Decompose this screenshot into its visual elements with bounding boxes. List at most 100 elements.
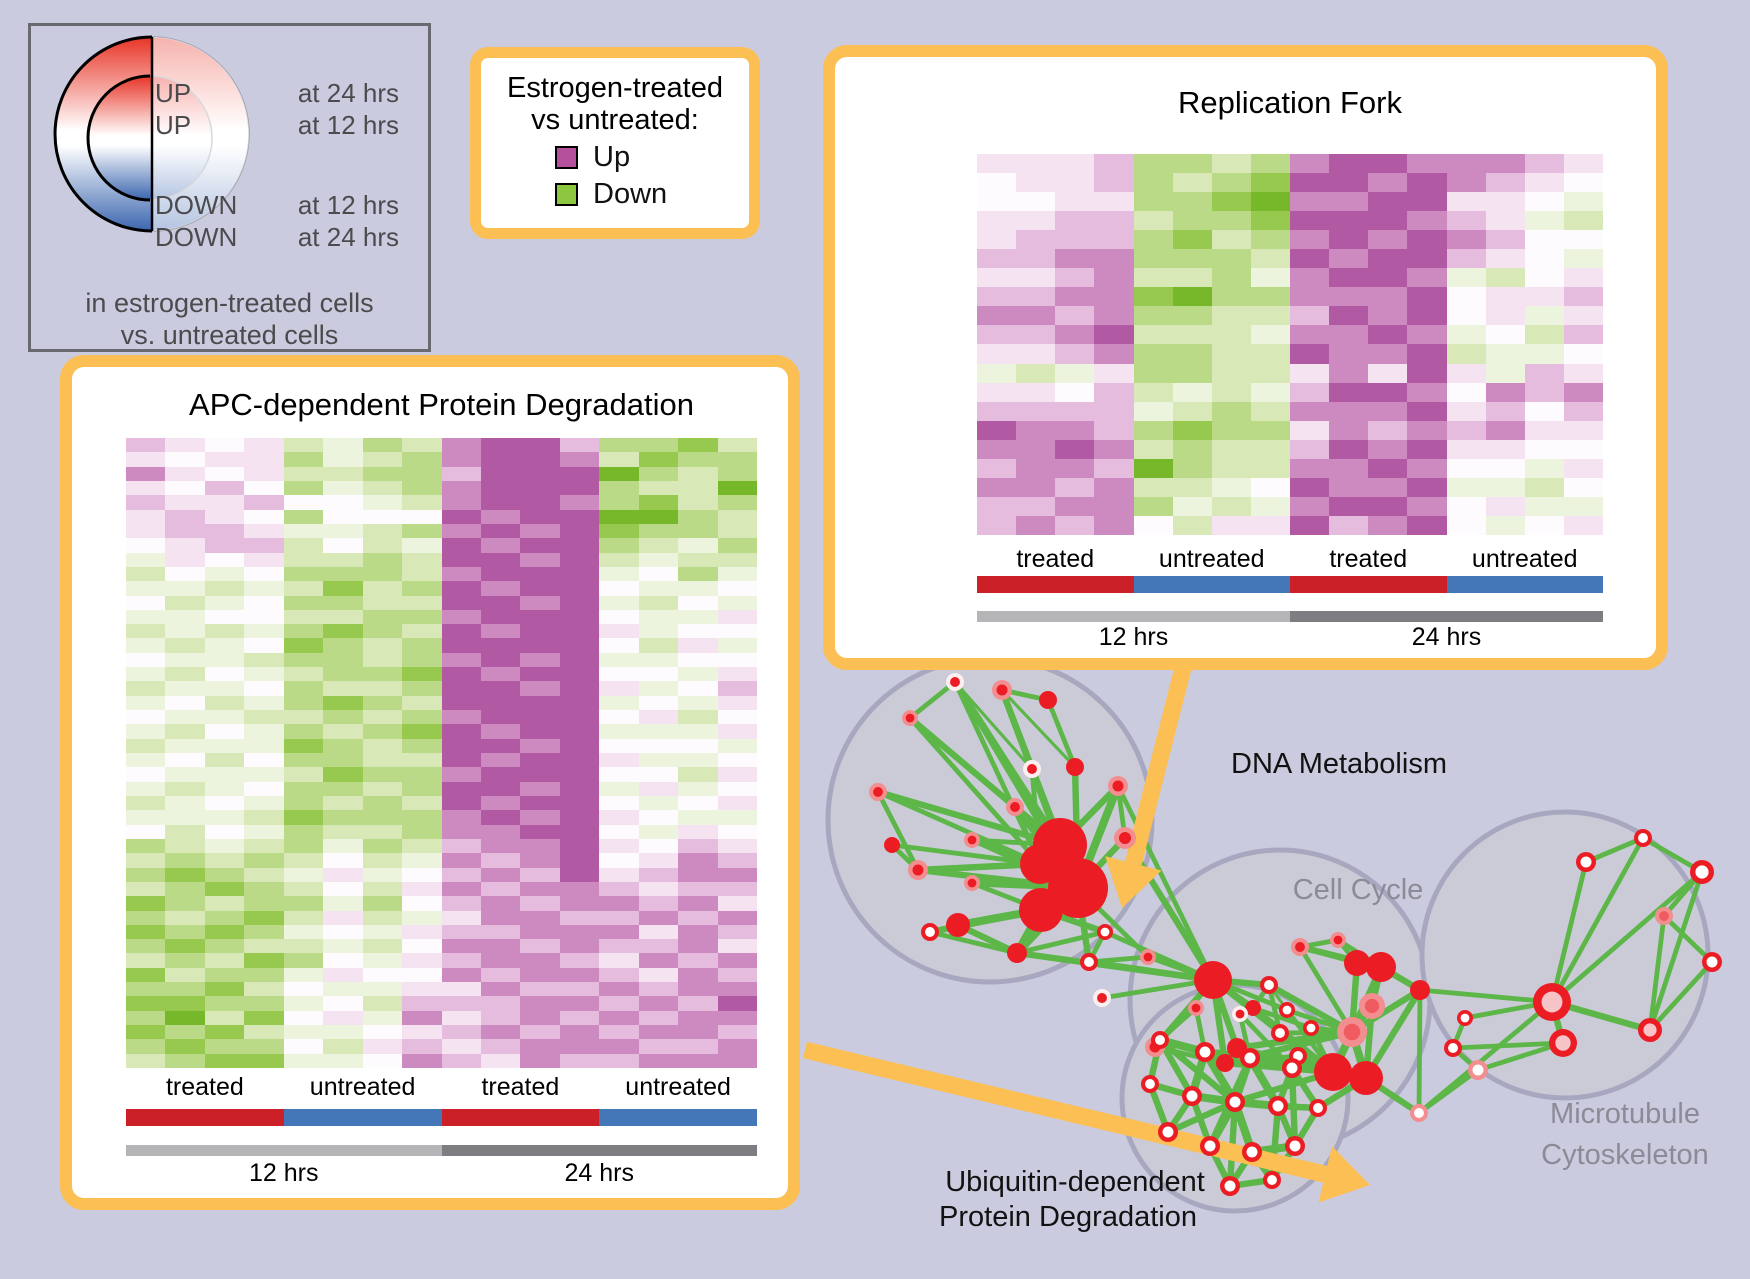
- network-node-inner: [1313, 1103, 1323, 1113]
- heatmap-cell: [480, 710, 521, 725]
- heatmap-cell: [717, 581, 757, 596]
- heatmap-cell: [1055, 515, 1095, 535]
- heatmap-cell: [126, 495, 166, 510]
- heatmap-cell: [1563, 287, 1603, 307]
- heatmap-cell: [126, 566, 166, 582]
- heatmap-cell: [717, 810, 757, 825]
- heatmap-cell: [441, 939, 481, 954]
- heatmap-cell: [204, 881, 245, 897]
- heatmap-cell: [441, 667, 481, 682]
- heatmap-cell: [362, 982, 403, 997]
- heatmap-cell: [1055, 230, 1095, 250]
- heatmap-cell: [678, 838, 718, 854]
- heatmap-cell: [1055, 325, 1095, 345]
- heatmap-cell: [1524, 344, 1564, 364]
- heatmap-cell: [559, 824, 600, 839]
- heatmap-cell: [717, 595, 757, 610]
- heatmap-cell: [1094, 363, 1134, 383]
- heatmap-cell: [1563, 477, 1603, 497]
- heatmap-cell: [1290, 458, 1330, 478]
- heatmap-cell: [244, 738, 284, 753]
- heatmap-cell: [1446, 458, 1486, 478]
- heatmap-cell: [1407, 363, 1447, 383]
- heatmap-cell: [559, 838, 600, 854]
- heatmap-cell: [1133, 154, 1173, 174]
- down-label: Down: [593, 177, 668, 210]
- network-edge: [907, 679, 958, 721]
- network-node-inner: [873, 787, 883, 797]
- heatmap-cell: [559, 495, 600, 510]
- heatmap-cell: [244, 681, 284, 696]
- heatmap-cell: [204, 753, 245, 768]
- heatmap-cell: [362, 967, 403, 983]
- heatmap-cell: [678, 652, 718, 668]
- heatmap-cell: [126, 581, 166, 596]
- heatmap-cell: [678, 495, 718, 510]
- heatmap-cell: [204, 1010, 245, 1026]
- network-edge: [1237, 1011, 1295, 1071]
- network-node-outer: [1216, 1054, 1234, 1072]
- heatmap-cell: [520, 810, 560, 825]
- heatmap-cell: [362, 867, 403, 882]
- network-node-inner: [1580, 856, 1592, 868]
- heatmap-cell: [441, 595, 481, 610]
- heatmap-cell: [638, 853, 679, 868]
- rf-time-bars: [977, 611, 1603, 622]
- heatmap-cell: [599, 452, 639, 467]
- network-node-inner: [1027, 764, 1037, 774]
- heatmap-cell: [126, 710, 166, 725]
- heatmap-cell: [1172, 306, 1212, 326]
- network-edge: [1156, 1036, 1239, 1106]
- heatmap-cell: [283, 824, 324, 839]
- heatmap-cell: [638, 695, 679, 711]
- heatmap-cell: [204, 466, 245, 481]
- heatmap-cell: [520, 523, 560, 539]
- heatmap-cell: [441, 652, 481, 668]
- heatmap-cell: [244, 609, 284, 625]
- heatmap-cell: [244, 710, 284, 725]
- heatmap-cell: [1250, 287, 1290, 307]
- heatmap-cell: [1329, 268, 1369, 288]
- heatmap-cell: [1172, 154, 1212, 174]
- heatmap-cell: [244, 1025, 284, 1040]
- heatmap-cell: [559, 910, 600, 925]
- rf-untreated-24-label: untreated: [1471, 545, 1578, 573]
- heatmap-cell: [559, 1010, 600, 1026]
- heatmap-cell: [402, 609, 442, 625]
- heatmap-cell: [678, 939, 718, 954]
- heatmap-cell: [678, 996, 718, 1011]
- heatmap-cell: [441, 824, 481, 839]
- heatmap-cell: [1016, 363, 1056, 383]
- heatmap-cell: [638, 466, 679, 481]
- heatmap-cell: [1290, 154, 1330, 174]
- heatmap-cell: [441, 609, 481, 625]
- heatmap-cell: [1563, 268, 1603, 288]
- heatmap-cell: [638, 939, 679, 954]
- heatmap-cell: [126, 738, 166, 753]
- heatmap-cell: [480, 452, 521, 467]
- heatmap-cell: [1250, 230, 1290, 250]
- network-node-inner: [1204, 1140, 1216, 1152]
- cell-cycle-label: Cell Cycle: [1292, 874, 1424, 906]
- heatmap-cell: [323, 724, 363, 739]
- heatmap-cell: [480, 781, 521, 796]
- network-node-inner: [1343, 1023, 1361, 1041]
- heatmap-cell: [323, 667, 363, 682]
- heatmap-cell: [559, 781, 600, 796]
- heatmap-cell: [283, 695, 324, 711]
- heatmap-cell: [323, 609, 363, 625]
- heatmap-cell: [362, 795, 403, 811]
- heatmap-cell: [638, 982, 679, 997]
- heatmap-cell: [244, 552, 284, 567]
- heatmap-cell: [126, 695, 166, 711]
- heatmap-cell: [165, 1010, 205, 1026]
- heatmap-cell: [244, 624, 284, 639]
- heatmap-cell: [441, 853, 481, 868]
- heatmap-cell: [1133, 344, 1173, 364]
- heatmap-cell: [323, 523, 363, 539]
- network-node-inner: [1010, 802, 1020, 812]
- heatmap-cell: [1055, 344, 1095, 364]
- heatmap-cell: [717, 996, 757, 1011]
- heatmap-cell: [480, 1053, 521, 1068]
- heatmap-cell: [678, 480, 718, 496]
